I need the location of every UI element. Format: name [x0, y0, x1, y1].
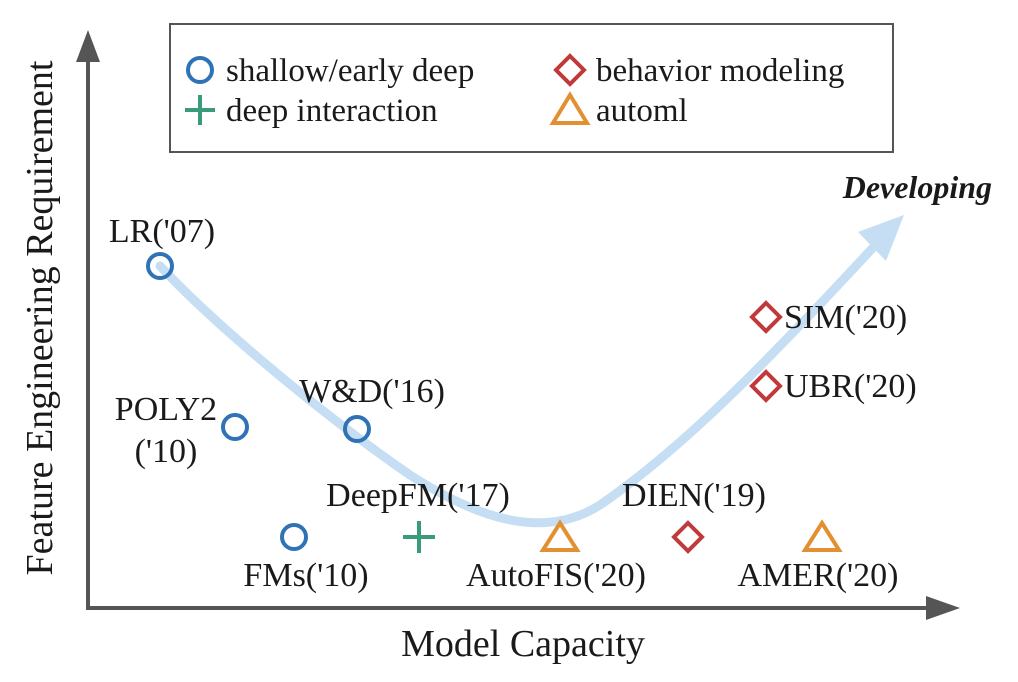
point-wd-16: [343, 415, 371, 443]
trend-label: Developing: [842, 169, 992, 205]
point-dien-19: [671, 520, 705, 554]
point-deepfm-17: [403, 521, 435, 553]
label-lr-07: LR('07): [109, 213, 215, 250]
label-sim-20: SIM('20): [784, 299, 907, 336]
legend-box: [169, 23, 894, 153]
label-amer-20: AMER('20): [737, 557, 898, 594]
trend-curve: [155, 235, 885, 528]
y-axis-title: Feature Engineering Requirement: [19, 60, 61, 575]
point-lr-07: [146, 252, 174, 280]
label-deepfm-17: DeepFM('17): [326, 477, 510, 514]
legend-label-automl: automl: [596, 93, 688, 129]
trend-arrowhead: [858, 215, 904, 261]
point-amer-20: [801, 519, 843, 552]
legend-marker-deep: [185, 95, 215, 125]
label-autofis-20: AutoFIS('20): [466, 557, 646, 594]
legend-label-shallow: shallow/early deep: [226, 53, 474, 89]
legend-marker-behavior: [553, 53, 587, 87]
point-ubr-20: [749, 369, 783, 403]
point-autofis-20: [539, 519, 581, 552]
legend-label-behavior: behavior modeling: [596, 53, 844, 89]
y-axis-arrow: [76, 30, 100, 62]
data-points: [146, 252, 843, 554]
legend: shallow/early deep behavior modeling dee…: [169, 23, 894, 153]
legend-label-deep: deep interaction: [226, 93, 438, 129]
point-poly2-10: [221, 413, 249, 441]
label-fms-10: FMs('10): [243, 557, 368, 594]
point-sim-20: [749, 300, 783, 334]
legend-marker-automl: [549, 91, 591, 125]
legend-marker-shallow: [186, 56, 214, 84]
label-ubr-20: UBR('20): [784, 368, 917, 405]
point-labels: LR('07) POLY2 ('10) W&D('16) FMs('10) De…: [109, 213, 917, 594]
label-poly2-year: ('10): [135, 433, 198, 470]
label-poly2: POLY2: [115, 391, 217, 428]
point-fms-10: [280, 523, 308, 551]
x-axis-title: Model Capacity: [401, 623, 645, 665]
label-wd-16: W&D('16): [299, 373, 445, 410]
x-axis-arrow: [926, 596, 960, 620]
label-dien-19: DIEN('19): [622, 477, 766, 514]
